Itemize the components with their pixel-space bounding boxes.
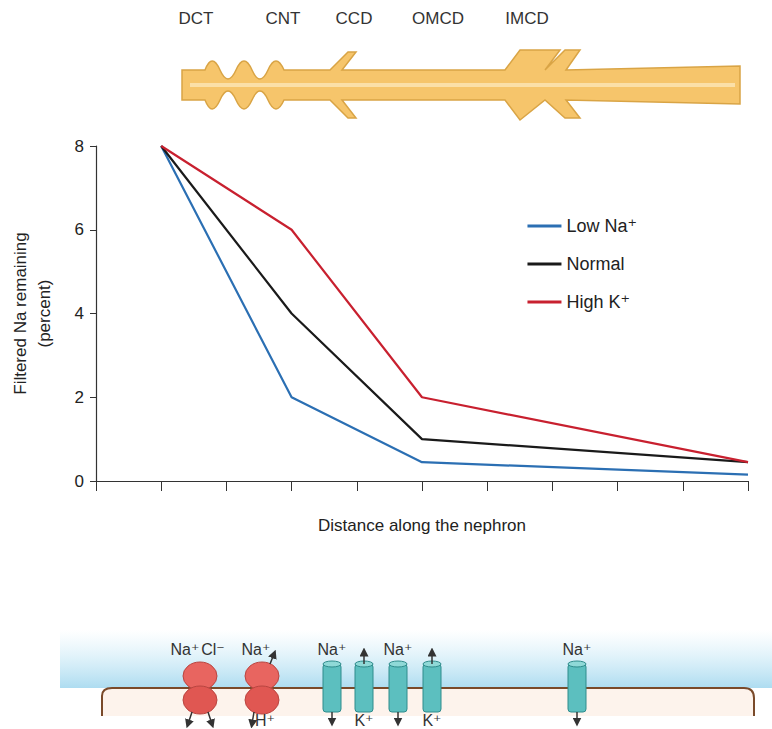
svg-text:Na⁺: Na⁺: [242, 641, 271, 658]
svg-text:OMCD: OMCD: [412, 9, 464, 28]
svg-text:4: 4: [75, 304, 84, 323]
svg-text:Low Na⁺: Low Na⁺: [566, 216, 637, 236]
svg-text:2: 2: [75, 388, 84, 407]
svg-text:K⁺: K⁺: [422, 712, 441, 729]
svg-text:H⁺: H⁺: [255, 712, 275, 729]
svg-text:Na⁺: Na⁺: [384, 641, 413, 658]
svg-text:K⁺: K⁺: [354, 712, 373, 729]
svg-text:0: 0: [75, 472, 84, 491]
svg-text:Na⁺: Na⁺: [171, 641, 200, 658]
svg-text:IMCD: IMCD: [505, 9, 548, 28]
svg-text:(percent): (percent): [35, 279, 54, 347]
svg-text:Normal: Normal: [566, 254, 624, 274]
svg-text:High K⁺: High K⁺: [566, 292, 630, 312]
svg-text:Distance along the nephron: Distance along the nephron: [318, 516, 526, 535]
svg-text:Na⁺: Na⁺: [563, 641, 592, 658]
svg-text:CCD: CCD: [336, 9, 373, 28]
svg-text:Cl⁻: Cl⁻: [201, 641, 225, 658]
svg-text:DCT: DCT: [179, 9, 214, 28]
svg-text:Na⁺: Na⁺: [318, 641, 347, 658]
svg-text:8: 8: [75, 137, 84, 156]
svg-text:6: 6: [75, 220, 84, 239]
svg-text:CNT: CNT: [266, 9, 301, 28]
svg-text:Filtered Na remaining: Filtered Na remaining: [11, 232, 30, 395]
